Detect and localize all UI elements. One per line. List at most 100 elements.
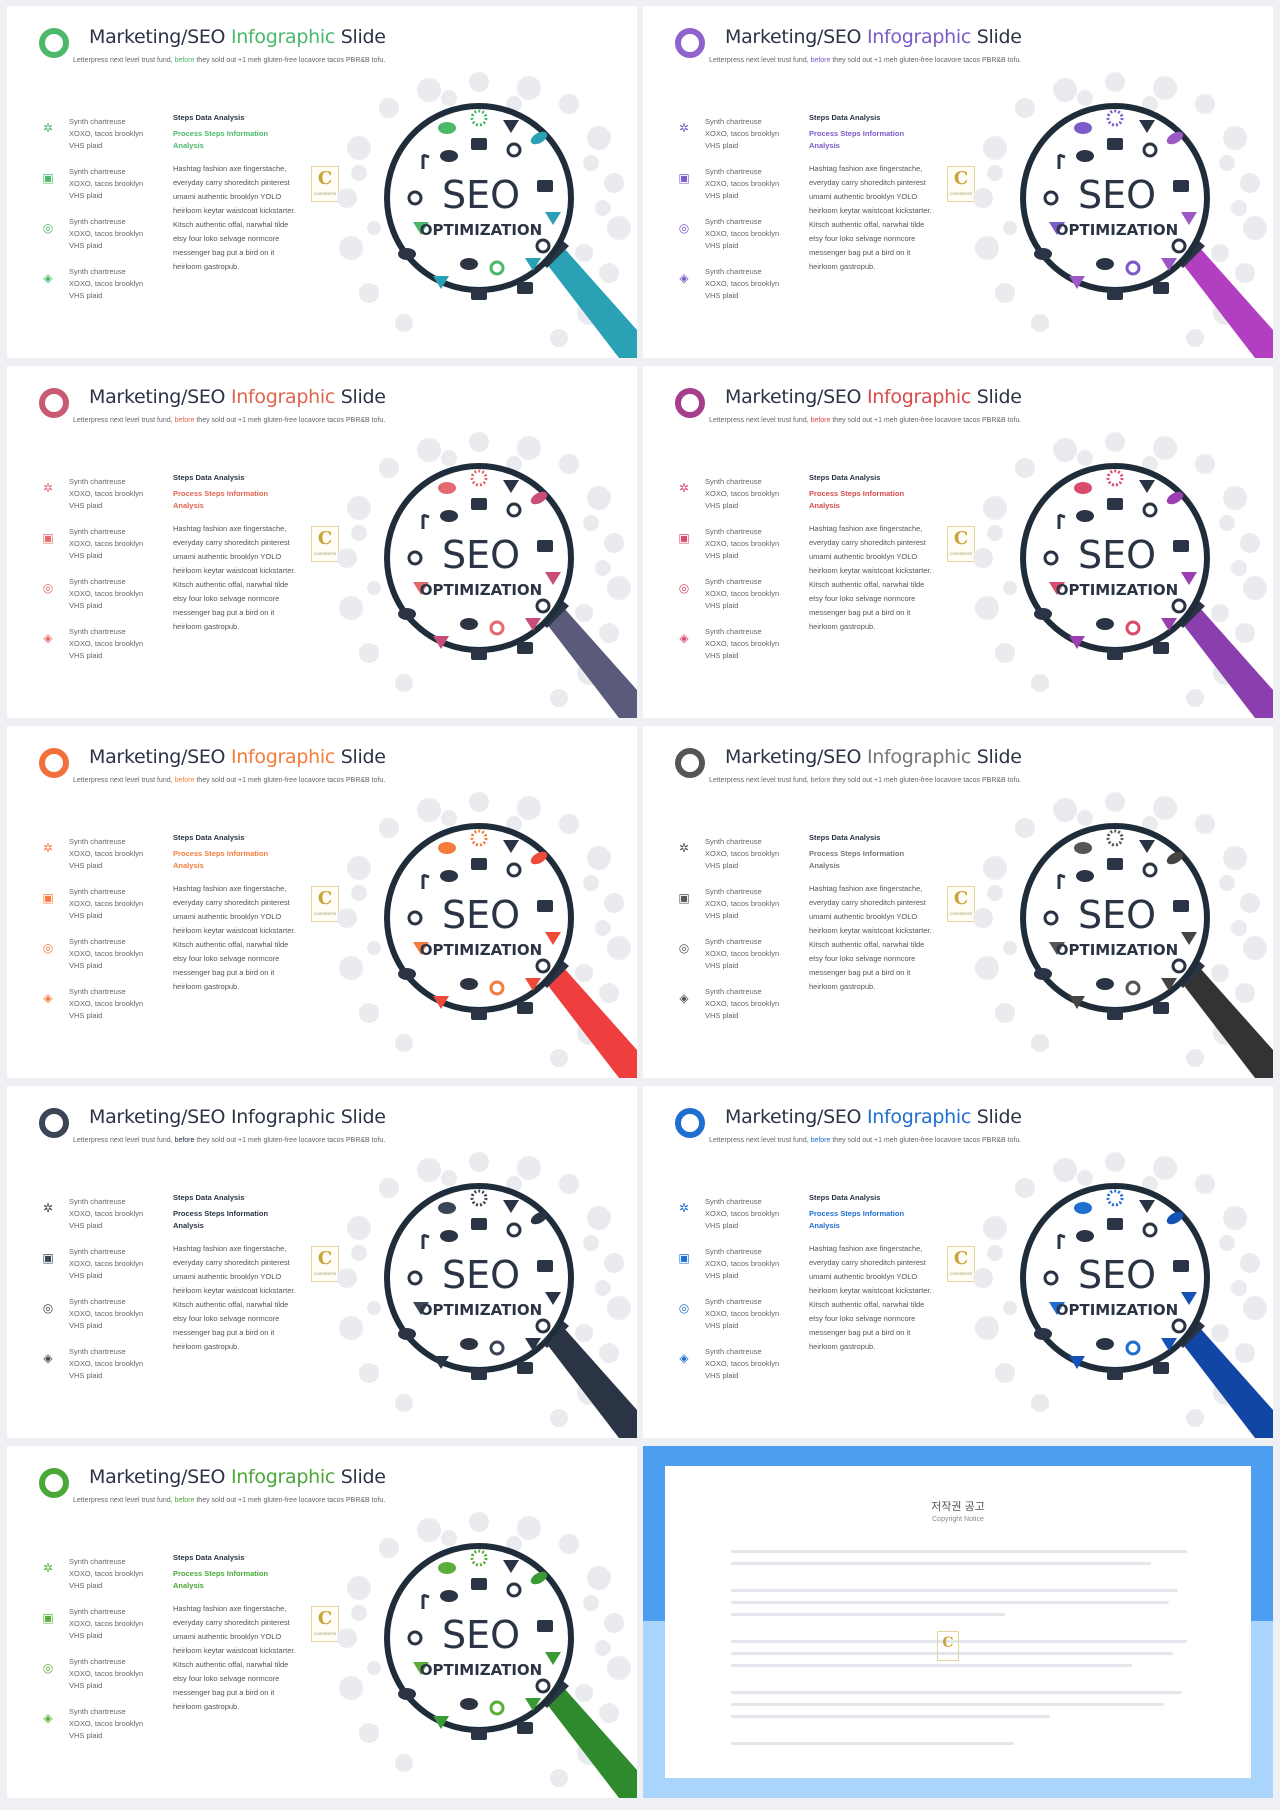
tv-icon xyxy=(1107,1368,1123,1380)
target-icon: ◎ xyxy=(678,221,690,235)
infographic-slide[interactable]: Marketing/SEO Infographic Slide Letterpre… xyxy=(643,1086,1273,1438)
contents-logo: C CONTENTS xyxy=(311,1246,339,1282)
cocktail-icon xyxy=(433,996,449,1009)
bicycle-icon xyxy=(489,1700,505,1716)
bicycle-icon xyxy=(489,260,505,276)
infographic-slide[interactable]: Marketing/SEO Infographic Slide Letterpre… xyxy=(7,1446,637,1798)
slide-title: Marketing/SEO Infographic Slide xyxy=(725,26,1022,48)
target-icon: ◎ xyxy=(42,1661,54,1675)
settings-icon xyxy=(506,862,522,878)
leaf-icon xyxy=(530,131,548,145)
magnifier-handle xyxy=(546,968,637,1078)
magnifier-graphic: SEO OPTIMIZATION xyxy=(337,72,637,358)
optimization-text: OPTIMIZATION xyxy=(1056,221,1179,239)
infographic-slide[interactable]: Marketing/SEO Infographic Slide Letterpre… xyxy=(643,6,1273,358)
feature-line: XOXO, tacos brooklyn xyxy=(705,639,780,648)
feature-line: VHS plaid xyxy=(69,1221,103,1230)
rocket-icon xyxy=(503,120,519,133)
feature-line: VHS plaid xyxy=(705,141,739,150)
fish-icon xyxy=(440,870,458,882)
feature-line: XOXO, tacos brooklyn xyxy=(69,179,144,188)
steps-subtitle: Process Steps Information Analysis xyxy=(173,849,269,870)
feature-item: ▣ Synth chartreuse XOXO, tacos brooklyn VHS… xyxy=(677,166,787,216)
magnifier: SEO OPTIMIZATION xyxy=(329,1508,637,1798)
glass-icon xyxy=(413,1662,429,1675)
steps-body: Hashtag fashion axe fingerstache, everyd… xyxy=(173,1604,296,1711)
magnifier: SEO OPTIMIZATION xyxy=(965,68,1273,358)
feature-item: ◎ Synth chartreuse XOXO, tacos brooklyn VHS… xyxy=(677,1296,787,1346)
rocket-icon xyxy=(1139,480,1155,493)
settings-icon xyxy=(506,502,522,518)
feature-line: VHS plaid xyxy=(705,1011,739,1020)
feature-list: ✲ Synth chartreuse XOXO, tacos brooklyn VHS… xyxy=(41,836,151,1036)
camera-icon xyxy=(471,1218,487,1230)
feature-line: VHS plaid xyxy=(69,1631,103,1640)
gear-small-icon xyxy=(1171,598,1187,614)
title-prefix: Marketing/SEO xyxy=(89,746,231,768)
gear-icon xyxy=(407,1270,423,1286)
slide-subtitle: Letterpress next level trust fund, befor… xyxy=(709,1137,1021,1144)
leaf-icon xyxy=(1166,1211,1184,1225)
feature-line: XOXO, tacos brooklyn xyxy=(705,1359,780,1368)
feature-line: Synth chartreuse xyxy=(705,887,762,896)
logo-ring-icon xyxy=(39,1108,69,1138)
feature-item: ▣ Synth chartreuse XOXO, tacos brooklyn VHS… xyxy=(41,1246,151,1296)
steps-title: Steps Data Analysis xyxy=(809,833,881,842)
steps-title: Steps Data Analysis xyxy=(809,113,881,122)
logo-text: CONTENTS xyxy=(314,1631,336,1636)
feature-text: Synth chartreuse XOXO, tacos brooklyn VHS … xyxy=(705,116,795,152)
feature-line: Synth chartreuse xyxy=(69,527,126,536)
feature-line: XOXO, tacos brooklyn xyxy=(69,1309,144,1318)
copyright-logo-letter: C xyxy=(942,1635,954,1651)
feature-text: Synth chartreuse XOXO, tacos brooklyn VHS … xyxy=(705,936,795,972)
seo-text: SEO xyxy=(442,173,520,217)
settings-icon xyxy=(1142,1222,1158,1238)
leaf-icon xyxy=(1166,491,1184,505)
subtitle-text: Letterpress next level trust fund, xyxy=(73,1137,175,1144)
seo-text: SEO xyxy=(1078,893,1156,937)
infographic-slide[interactable]: Marketing/SEO Infographic Slide Letterpre… xyxy=(7,6,637,358)
music-icon xyxy=(421,1593,430,1609)
feature-line: Synth chartreuse xyxy=(69,577,126,586)
title-suffix: Slide xyxy=(334,1106,386,1128)
glass-icon xyxy=(413,222,429,235)
title-prefix: Marketing/SEO xyxy=(725,746,867,768)
feature-line: VHS plaid xyxy=(705,1221,739,1230)
infographic-slide[interactable]: Marketing/SEO Infographic Slide Letterpre… xyxy=(643,366,1273,718)
steps-block: Steps Data Analysis Process Steps Informa… xyxy=(809,472,939,634)
fish-icon xyxy=(1076,150,1094,162)
bulb-icon xyxy=(1034,968,1052,980)
subtitle-highlight: before xyxy=(174,417,195,424)
layers-icon: ◈ xyxy=(43,991,53,1005)
feature-line: Synth chartreuse xyxy=(69,167,126,176)
feature-line: XOXO, tacos brooklyn xyxy=(705,849,780,858)
feature-line: Synth chartreuse xyxy=(69,627,126,636)
feature-line: VHS plaid xyxy=(705,911,739,920)
steps-subtitle: Process Steps Information Analysis xyxy=(809,849,905,870)
feature-line: XOXO, tacos brooklyn xyxy=(705,229,780,238)
subtitle-text: they sold out +1 meh gluten-free locavor… xyxy=(194,417,386,424)
slide-subtitle: Letterpress next level trust fund, befor… xyxy=(709,777,1021,784)
subtitle-text: they sold out +1 meh gluten-free locavor… xyxy=(830,57,1022,64)
subtitle-text: they sold out +1 meh gluten-free locavor… xyxy=(830,417,1022,424)
feature-line: VHS plaid xyxy=(69,291,103,300)
feature-item: ◈ Synth chartreuse XOXO, tacos brooklyn VHS… xyxy=(677,1346,787,1396)
slide-title: Marketing/SEO Infographic Slide xyxy=(89,1106,386,1128)
feature-item: ✲ Synth chartreuse XOXO, tacos brooklyn VHS… xyxy=(41,116,151,166)
bulb-icon xyxy=(398,248,416,260)
infographic-slide[interactable]: Marketing/SEO Infographic Slide Letterpre… xyxy=(7,1086,637,1438)
snowflake-icon xyxy=(1106,829,1124,847)
title-prefix: Marketing/SEO xyxy=(725,1106,867,1128)
feature-item: ✲ Synth chartreuse XOXO, tacos brooklyn VHS… xyxy=(677,836,787,886)
infographic-slide[interactable]: Marketing/SEO Infographic Slide Letterpre… xyxy=(643,726,1273,1078)
layers-icon: ◈ xyxy=(679,631,689,645)
infographic-slide[interactable]: Marketing/SEO Infographic Slide Letterpre… xyxy=(7,726,637,1078)
steps-title: Steps Data Analysis xyxy=(173,833,245,842)
infographic-slide[interactable]: Marketing/SEO Infographic Slide Letterpre… xyxy=(7,366,637,718)
coffee-icon xyxy=(1173,1260,1189,1272)
feature-item: ◈ Synth chartreuse XOXO, tacos brooklyn VHS… xyxy=(677,266,787,316)
feature-text: Synth chartreuse XOXO, tacos brooklyn VHS … xyxy=(69,1606,159,1642)
copyright-slide[interactable]: 저작권 공고 Copyright Notice C xyxy=(643,1446,1273,1798)
feature-line: Synth chartreuse xyxy=(69,117,126,126)
cloud-icon xyxy=(1074,482,1092,494)
